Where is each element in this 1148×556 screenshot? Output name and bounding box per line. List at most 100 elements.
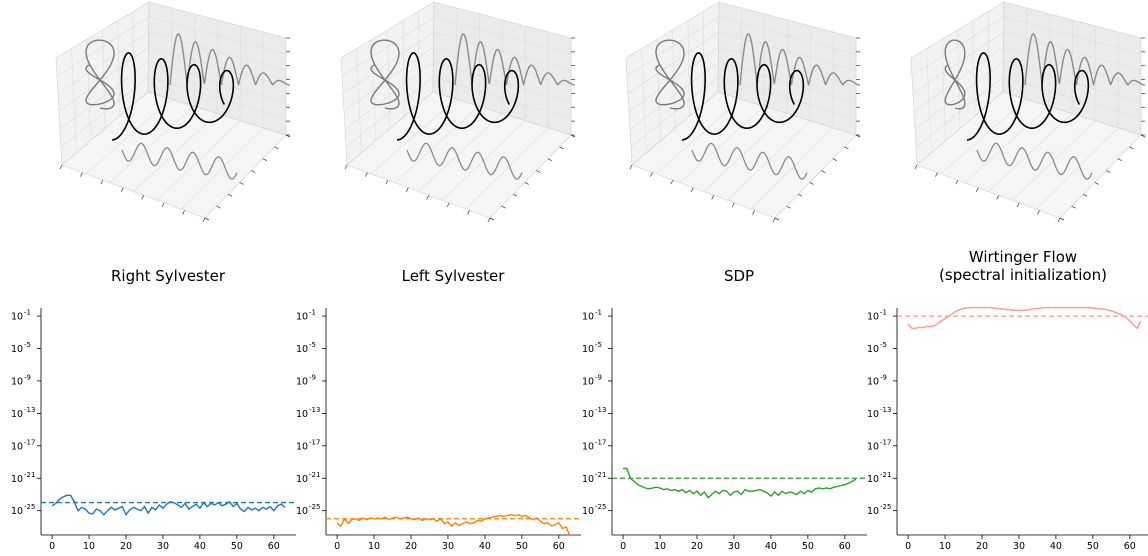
y-tick-exponent: -5	[595, 341, 602, 349]
y-tick-exponent: -13	[309, 406, 320, 414]
x-tick-label: 30	[157, 541, 169, 552]
x-tick-label: 10	[939, 541, 951, 552]
panel-title: Left Sylvester	[402, 267, 506, 285]
axis-tick	[832, 158, 838, 162]
y-tick-exponent: -9	[880, 373, 887, 381]
panel-title: Right Sylvester	[111, 267, 226, 285]
grid-line	[915, 76, 1142, 148]
y-tick-exponent: -9	[309, 373, 316, 381]
axis-tick	[752, 210, 755, 215]
axis-tick	[786, 205, 791, 209]
y-tick-exponent: -5	[880, 341, 887, 349]
axis-tick	[650, 172, 653, 177]
y-tick-exponent: -25	[309, 503, 320, 511]
y-tick-label: 10	[296, 344, 308, 355]
grid-line	[703, 113, 788, 192]
axis-tick	[202, 217, 206, 223]
y-tick-label: 10	[867, 506, 879, 517]
grid-line	[418, 113, 503, 192]
grid-line	[180, 127, 264, 210]
axis-tick	[914, 164, 918, 170]
x-tick-label: 0	[905, 541, 911, 552]
axis-tick	[1037, 210, 1040, 215]
grid-line	[60, 76, 287, 148]
surface-plot-2	[340, 1, 576, 223]
series-line	[51, 494, 286, 517]
axis-tick	[774, 217, 780, 221]
x-tick-label: 60	[268, 541, 280, 552]
axis-tick	[935, 172, 938, 177]
trajectory-curve	[681, 52, 805, 141]
axis-tick	[996, 195, 1000, 200]
grid-line	[988, 113, 1073, 192]
axis-tick	[559, 146, 564, 150]
y-tick-exponent: -21	[24, 471, 35, 479]
projection-curve	[169, 33, 291, 86]
projection-curve	[976, 142, 1093, 180]
axis-tick	[251, 170, 256, 173]
axis-tick	[1117, 158, 1123, 162]
series-line	[336, 513, 571, 537]
axis-tick	[1094, 182, 1099, 185]
x-tick-label: 0	[49, 541, 55, 552]
projection-curve	[454, 33, 576, 86]
grid-line	[344, 61, 572, 130]
y-tick-label: 10	[296, 312, 308, 323]
x-tick-label: 50	[231, 541, 243, 552]
axis-tick	[1059, 217, 1065, 221]
panel-title: SDP	[724, 267, 754, 285]
axis-tick	[204, 217, 210, 221]
x-tick-label: 60	[553, 541, 565, 552]
axis-tick	[512, 193, 518, 197]
y-tick-exponent: -9	[24, 373, 31, 381]
axis-tick	[59, 164, 63, 170]
grid-line	[345, 76, 572, 148]
series-line	[623, 467, 857, 499]
grid-line	[133, 113, 218, 192]
x-tick-label: 10	[83, 541, 95, 552]
y-tick-exponent: -13	[24, 406, 35, 414]
x-tick-label: 20	[405, 541, 417, 552]
y-tick-exponent: -21	[309, 471, 320, 479]
axis-tick	[821, 170, 826, 173]
y-tick-label: 10	[296, 506, 308, 517]
y-tick-exponent: -25	[24, 503, 35, 511]
axis-tick	[141, 195, 145, 200]
x-tick-label: 10	[368, 541, 380, 552]
y-tick-exponent: -9	[595, 373, 602, 381]
y-tick-exponent: -5	[309, 341, 316, 349]
axis-tick	[467, 210, 470, 215]
grid-line	[750, 127, 834, 210]
y-tick-label: 10	[582, 312, 594, 323]
x-tick-label: 20	[120, 541, 132, 552]
grid-line	[370, 98, 457, 175]
axis-tick	[1129, 146, 1134, 150]
axis-tick	[227, 193, 233, 197]
axis-tick	[670, 179, 674, 185]
y-tick-exponent: -1	[595, 309, 602, 317]
projection-curve	[406, 142, 523, 180]
error-panel-4: Wirtinger Flow (spectral initialization)…	[867, 248, 1148, 552]
axis-tick	[1016, 202, 1020, 208]
axis-tick	[344, 164, 348, 170]
axis-tick	[489, 217, 495, 221]
y-tick-label: 10	[867, 409, 879, 420]
x-tick-label: 0	[620, 541, 626, 552]
trajectory-curve	[396, 52, 520, 141]
axis-tick	[524, 182, 529, 185]
x-tick-label: 50	[1087, 541, 1099, 552]
axis-tick	[182, 210, 185, 215]
x-tick-label: 60	[1124, 541, 1136, 552]
axis-tick	[1082, 193, 1088, 197]
y-tick-exponent: -1	[309, 309, 316, 317]
axis-tick	[1071, 205, 1076, 209]
axis-tick	[797, 193, 803, 197]
projection-curve	[85, 39, 115, 110]
trajectory-curve	[111, 52, 235, 141]
axis-tick	[216, 205, 221, 209]
axis-tick	[446, 202, 450, 208]
y-tick-exponent: -17	[595, 438, 606, 446]
